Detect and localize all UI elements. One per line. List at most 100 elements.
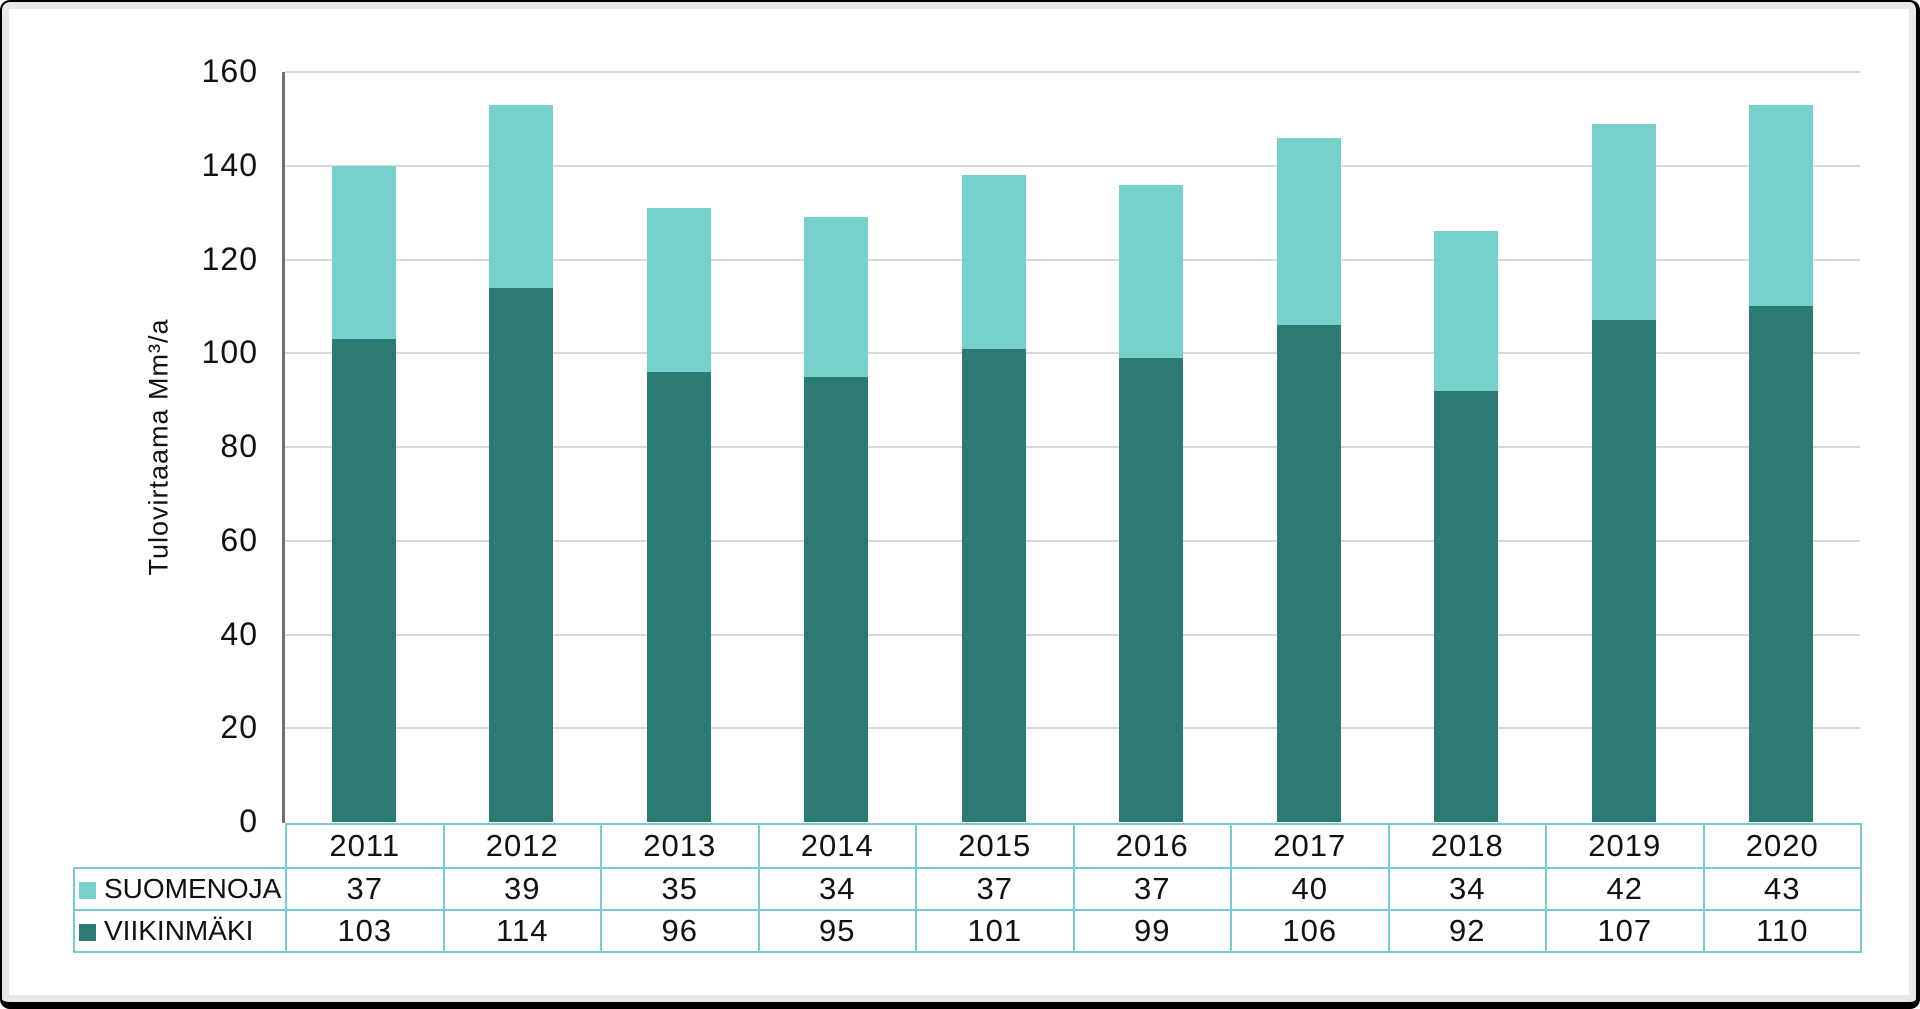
year-header-2013: 2013	[600, 823, 760, 869]
stacked-bar-2017	[1276, 137, 1341, 822]
table-row-viikinmäki: VIIKINMÄKI 103 114 96 95 101 99 106 92 107 110	[73, 909, 1862, 953]
stacked-bar-2012	[489, 104, 554, 822]
year-header-2020: 2020	[1702, 823, 1862, 869]
bar-slot-2017	[1230, 72, 1388, 822]
value-cell-viikinmäki-2018: 92	[1387, 909, 1547, 953]
y-gridline-40	[285, 633, 1860, 636]
y-axis-line	[282, 72, 285, 823]
bar-slot-2013	[600, 72, 758, 822]
bar-segment-suomenoja-2019	[1591, 123, 1656, 321]
bar-segment-suomenoja-2011	[331, 165, 396, 340]
y-tick-label-100: 100	[201, 334, 258, 371]
data-table-grid: 2011 2012 2013 2014 2015 2016 2017 2018 2019 2020…	[73, 823, 1862, 953]
legend-cell-suomenoja: SUOMENOJA	[73, 867, 287, 911]
y-tick-label-160: 160	[201, 52, 258, 89]
bar-series-container	[285, 72, 1860, 822]
value-cell-suomenoja-2013: 35	[600, 867, 760, 911]
value-cell-suomenoja-2016: 37	[1072, 867, 1232, 911]
bar-segment-viikinmäki-2014	[804, 376, 869, 822]
bar-segment-suomenoja-2015	[961, 175, 1026, 349]
y-tick-label-80: 80	[220, 427, 258, 464]
value-cell-viikinmäki-2011: 103	[285, 909, 445, 953]
value-cell-suomenoja-2019: 42	[1545, 867, 1705, 911]
year-header-2019: 2019	[1545, 823, 1705, 869]
bar-slot-2012	[443, 72, 601, 822]
legend-label-suomenoja: SUOMENOJA	[104, 873, 282, 904]
stacked-bar-2018	[1434, 231, 1499, 822]
data-table: 2011 2012 2013 2014 2015 2016 2017 2018 2019 2020…	[73, 823, 1862, 953]
bar-slot-2016	[1073, 72, 1231, 822]
legend-swatch-icon-viikinmäki	[79, 924, 96, 941]
year-header-2011: 2011	[285, 823, 445, 869]
y-axis-title: Tulovirtaama Mm³/a	[143, 318, 174, 576]
stacked-bar-2020	[1749, 104, 1814, 822]
bar-slot-2014	[758, 72, 916, 822]
y-gridline-100	[285, 352, 1860, 355]
value-cell-suomenoja-2020: 43	[1702, 867, 1862, 911]
year-header-2015: 2015	[915, 823, 1075, 869]
year-header-2017: 2017	[1230, 823, 1390, 869]
value-cell-suomenoja-2014: 34	[757, 867, 917, 911]
bar-slot-2019	[1545, 72, 1703, 822]
value-cell-suomenoja-2011: 37	[285, 867, 445, 911]
y-tick-label-140: 140	[201, 146, 258, 183]
bar-slot-2020	[1703, 72, 1861, 822]
stacked-bar-2016	[1119, 184, 1184, 822]
bar-slot-2011	[285, 72, 443, 822]
value-cell-viikinmäki-2013: 96	[600, 909, 760, 953]
value-cell-viikinmäki-2015: 101	[915, 909, 1075, 953]
stacked-bar-2011	[331, 165, 396, 822]
y-gridline-60	[285, 539, 1860, 542]
bar-segment-suomenoja-2018	[1434, 231, 1499, 391]
stacked-bar-2013	[646, 207, 711, 822]
bar-segment-suomenoja-2014	[804, 217, 869, 377]
bar-segment-viikinmäki-2013	[646, 372, 711, 822]
legend-label-viikinmäki: VIIKINMÄKI	[104, 915, 254, 946]
stacked-bar-2019	[1591, 123, 1656, 822]
legend-swatch-icon-suomenoja	[79, 882, 96, 899]
bar-segment-suomenoja-2012	[489, 104, 554, 288]
bar-segment-suomenoja-2013	[646, 207, 711, 372]
y-gridline-80	[285, 446, 1860, 448]
bar-segment-viikinmäki-2018	[1434, 390, 1499, 822]
y-tick-label-40: 40	[220, 615, 258, 652]
y-tick-label-20: 20	[220, 709, 258, 746]
table-header-row: 2011 2012 2013 2014 2015 2016 2017 2018 2019 2020	[74, 823, 1862, 869]
year-header-2016: 2016	[1072, 823, 1232, 869]
y-gridline-20	[285, 727, 1860, 730]
bar-segment-viikinmäki-2019	[1591, 320, 1656, 822]
value-cell-suomenoja-2015: 37	[915, 867, 1075, 911]
value-cell-viikinmäki-2012: 114	[442, 909, 602, 953]
bar-segment-viikinmäki-2011	[331, 339, 396, 822]
value-cell-viikinmäki-2020: 110	[1702, 909, 1862, 953]
bar-segment-viikinmäki-2015	[961, 348, 1026, 822]
y-gridline-160	[285, 71, 1860, 73]
legend-cell-viikinmäki: VIIKINMÄKI	[73, 909, 287, 953]
value-cell-viikinmäki-2016: 99	[1072, 909, 1232, 953]
table-blank-corner-cell	[74, 824, 286, 868]
year-header-2018: 2018	[1387, 823, 1547, 869]
value-cell-viikinmäki-2014: 95	[757, 909, 917, 953]
bar-segment-viikinmäki-2017	[1276, 325, 1341, 822]
y-tick-label-120: 120	[201, 240, 258, 277]
value-cell-suomenoja-2012: 39	[442, 867, 602, 911]
bar-segment-suomenoja-2017	[1276, 137, 1341, 326]
bar-slot-2015	[915, 72, 1073, 822]
year-header-2012: 2012	[442, 823, 602, 869]
bar-slot-2018	[1388, 72, 1546, 822]
bar-segment-suomenoja-2020	[1749, 104, 1814, 307]
year-header-2014: 2014	[757, 823, 917, 869]
bar-segment-viikinmäki-2012	[489, 287, 554, 822]
bar-segment-viikinmäki-2020	[1749, 306, 1814, 822]
value-cell-viikinmäki-2019: 107	[1545, 909, 1705, 953]
stacked-bar-2014	[804, 217, 869, 822]
stacked-bar-2015	[961, 175, 1026, 822]
y-gridline-140	[285, 164, 1860, 167]
bar-segment-suomenoja-2016	[1119, 184, 1184, 358]
plot-area	[282, 71, 1860, 823]
y-tick-label-60: 60	[220, 521, 258, 558]
y-gridline-120	[285, 258, 1860, 261]
value-cell-suomenoja-2017: 40	[1230, 867, 1390, 911]
table-row-suomenoja: SUOMENOJA 37 39 35 34 37 37 40 34 42 43	[73, 867, 1862, 911]
